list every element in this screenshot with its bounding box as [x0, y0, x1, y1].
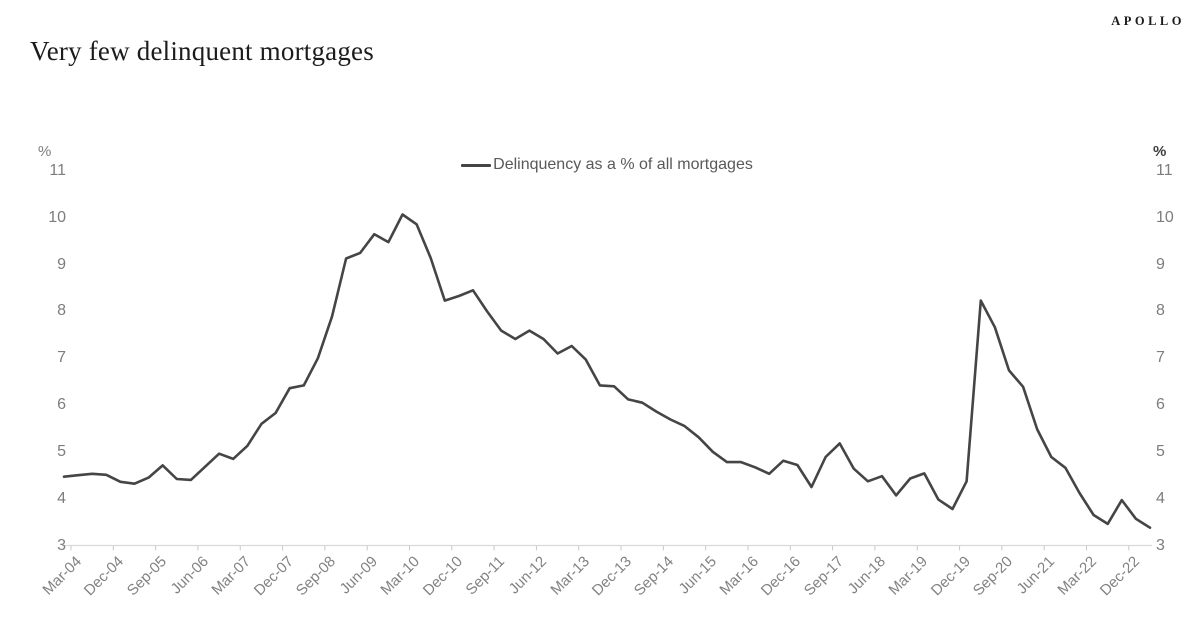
apollo-logo: APOLLO	[1111, 14, 1185, 28]
right-y-tick-label: 7	[1156, 349, 1165, 367]
right-y-tick-label: 4	[1156, 489, 1165, 507]
left-y-tick-label: 6	[57, 396, 66, 414]
left-axis-unit-label: %	[38, 143, 52, 160]
left-y-tick-label: 9	[57, 255, 66, 273]
legend-line-swatch	[461, 163, 492, 167]
left-y-tick-label: 7	[57, 349, 66, 367]
right-y-tick-label: 8	[1156, 302, 1165, 320]
right-y-tick-label: 3	[1156, 536, 1165, 554]
right-y-tick-label: 5	[1156, 442, 1165, 460]
left-y-tick-label: 11	[49, 162, 66, 179]
delinquency-line	[62, 213, 1152, 530]
left-y-tick-label: 4	[57, 489, 66, 507]
right-y-tick-label: 9	[1156, 255, 1165, 273]
left-y-tick-label: 10	[48, 208, 66, 226]
left-y-tick-label: 8	[57, 302, 66, 320]
right-axis-unit-label: %	[1153, 143, 1167, 160]
legend-series-label: Delinquency as a % of all mortgages	[493, 156, 753, 173]
legend: Delinquency as a % of all mortgages	[64, 155, 1150, 175]
left-y-tick-label: 3	[57, 536, 66, 554]
right-y-tick-label: 11	[1156, 162, 1173, 179]
page-title: Very few delinquent mortgages	[30, 36, 374, 66]
right-y-tick-label: 6	[1156, 396, 1165, 414]
right-y-tick-label: 10	[1156, 208, 1174, 226]
left-y-tick-label: 5	[57, 442, 66, 460]
